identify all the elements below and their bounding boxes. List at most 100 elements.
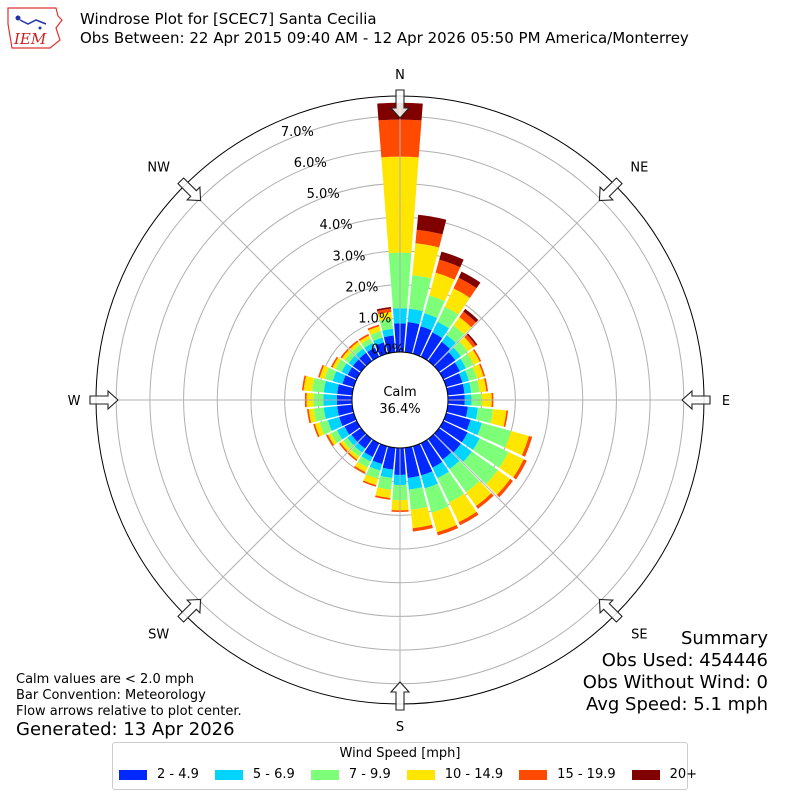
windrose-bar-segment (453, 317, 472, 335)
windrose-bar-segment (475, 407, 494, 424)
direction-label: W (68, 394, 81, 409)
legend-item: 15 - 19.9 (519, 767, 616, 782)
windrose-bar-segment (490, 409, 507, 427)
windrose-bar-segment (465, 366, 478, 381)
windrose-bar-segment (318, 364, 325, 378)
windrose-bar-segment (464, 334, 477, 348)
windrose-bar-segment (358, 333, 370, 341)
generated-date: Generated: 13 Apr 2026 (16, 719, 235, 740)
windrose-bar-segment (486, 470, 511, 495)
windrose-bar-segment (441, 334, 456, 349)
windrose-bar-segment (472, 349, 482, 362)
windrose-bar-segment (475, 493, 494, 509)
windrose-bar-segment (446, 404, 468, 417)
legend-swatch (214, 769, 243, 780)
windrose-bar-segment (443, 412, 471, 431)
windrose-bar-segment (477, 378, 487, 393)
windrose-bar-segment (336, 426, 350, 440)
windrose-bar-segment (353, 466, 366, 474)
windrose-bar-segment (301, 375, 307, 391)
windrose-bar-segment (303, 375, 315, 392)
windrose-bar-segment (340, 440, 351, 452)
windrose-bar-segment (472, 438, 509, 469)
windrose-bar-segment (337, 384, 354, 396)
windrose-bar-segment (323, 406, 339, 420)
windrose-bar-segment (439, 251, 464, 268)
windrose-bar-segment (432, 321, 450, 339)
windrose-bar-segment (410, 506, 433, 529)
direction-label: N (395, 68, 405, 83)
windrose-bar-segment (349, 341, 361, 352)
windrose-bar-segment (434, 427, 461, 453)
direction-label: S (396, 720, 404, 735)
windrose-bar-segment (319, 365, 329, 379)
windrose-bar-segment (372, 443, 388, 465)
windrose-bar-segment (364, 343, 375, 353)
windrose-bar-segment (424, 483, 449, 513)
windrose-bar-segment (484, 378, 488, 392)
windrose-bar-segment (351, 446, 363, 457)
windrose-bar-segment (376, 306, 392, 312)
direction-label: SE (631, 627, 647, 642)
legend-swatch (310, 769, 339, 780)
windrose-bar-segment (408, 487, 428, 510)
windrose-bar-segment (330, 356, 339, 368)
windrose-bar-segment (404, 322, 420, 354)
windrose-bar-segment (412, 243, 440, 279)
windrose-bar-segment (420, 439, 443, 468)
legend-title: Wind Speed [mph] (339, 746, 461, 761)
radial-tick-label: 1.0% (358, 312, 391, 327)
windrose-bar-segment (453, 443, 472, 462)
legend-item: 20+ (631, 767, 697, 782)
radial-tick-label: 3.0% (332, 249, 365, 264)
windrose-bar-segment (439, 362, 460, 380)
windrose-bar-segment (364, 439, 380, 457)
windrose-bar-segment (363, 474, 379, 486)
flow-arrow-icon (598, 598, 623, 623)
legend-swatch (406, 769, 435, 780)
windrose-bar-segment (503, 410, 509, 428)
windrose-bar-segment (454, 358, 467, 372)
windrose-bar-segment (377, 475, 393, 490)
summary-avg-speed: Avg Speed: 5.1 mph (586, 694, 768, 715)
direction-label: NE (630, 161, 648, 176)
windrose-bar-segment (375, 495, 391, 500)
windrose-bar-segment (370, 331, 383, 341)
windrose-bar-segment (323, 380, 339, 394)
windrose-bar-segment (352, 359, 366, 373)
legend-item: 5 - 6.9 (214, 767, 295, 782)
windrose-bar-segment (436, 525, 459, 536)
windrose-bar-segment (466, 419, 482, 436)
windrose-bar-segment (448, 347, 461, 361)
windrose-bar-segment (449, 460, 480, 493)
windrose-bar-segment (459, 370, 469, 383)
flow-arrows (89, 89, 711, 711)
windrose-bar-segment (361, 338, 373, 348)
windrose-bar-segment (505, 431, 529, 456)
windrose-bar-segment (362, 480, 377, 487)
windrose-bar-segment (342, 375, 357, 388)
windrose-bar-segment (404, 446, 420, 478)
windrose-bar-segment (330, 430, 343, 444)
legend-label: 2 - 4.9 (157, 767, 199, 782)
radial-tick-label: 6.0% (294, 156, 327, 171)
summary-heading: Summary (681, 628, 768, 649)
windrose-bar-segment (367, 347, 380, 361)
windrose-bar-segment (466, 333, 478, 346)
windrose-bar-segment (478, 363, 486, 377)
iem-logo: IEM (7, 7, 63, 49)
flow-arrow-icon (389, 89, 411, 119)
direction-labels: N NE E SE S SW W NW (68, 68, 731, 735)
windrose-bar-segment (326, 434, 334, 447)
windrose-bar-segment (434, 352, 456, 373)
radial-tick-label: 4.0% (320, 218, 353, 233)
windrose-bar-segment (337, 404, 354, 416)
notes: Calm values are < 2.0 mph Bar Convention… (16, 672, 242, 720)
windrose-bar-segment (432, 461, 450, 479)
windrose-bar-segment (513, 459, 527, 480)
legend-item: 2 - 4.9 (119, 767, 199, 782)
summary-obs-without-wind: Obs Without Wind: 0 (582, 672, 768, 693)
windrose-bar-segment (444, 288, 470, 315)
direction-label: SW (148, 627, 169, 642)
